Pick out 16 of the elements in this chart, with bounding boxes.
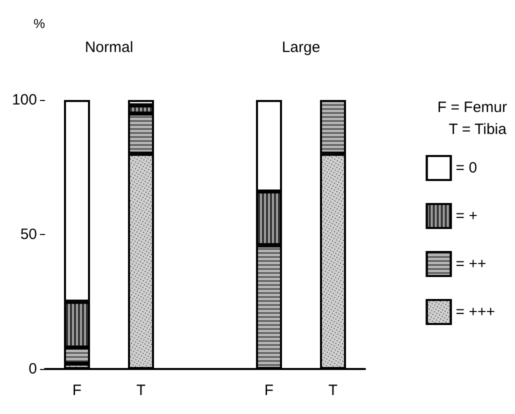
text: Normal — [84, 39, 134, 56]
legend-label: = + — [456, 208, 478, 224]
x-tick-label: T — [136, 382, 146, 399]
y-tick-label: 0 — [28, 360, 37, 378]
legend-label: = ++ — [456, 256, 486, 272]
text: F = Femur — [437, 99, 508, 116]
x-tick-label: F — [264, 382, 274, 399]
x-tick-label: T — [328, 382, 338, 399]
x-tick-label: F — [72, 382, 82, 399]
text: T = Tibia — [448, 121, 508, 138]
y-axis-title: % — [33, 16, 46, 31]
legend-label: = +++ — [456, 304, 496, 320]
legend-label: = 0 — [456, 160, 478, 176]
text: Large — [282, 39, 320, 56]
y-tick-label: 100 — [12, 92, 37, 108]
y-tick-label: 50 — [20, 226, 37, 243]
